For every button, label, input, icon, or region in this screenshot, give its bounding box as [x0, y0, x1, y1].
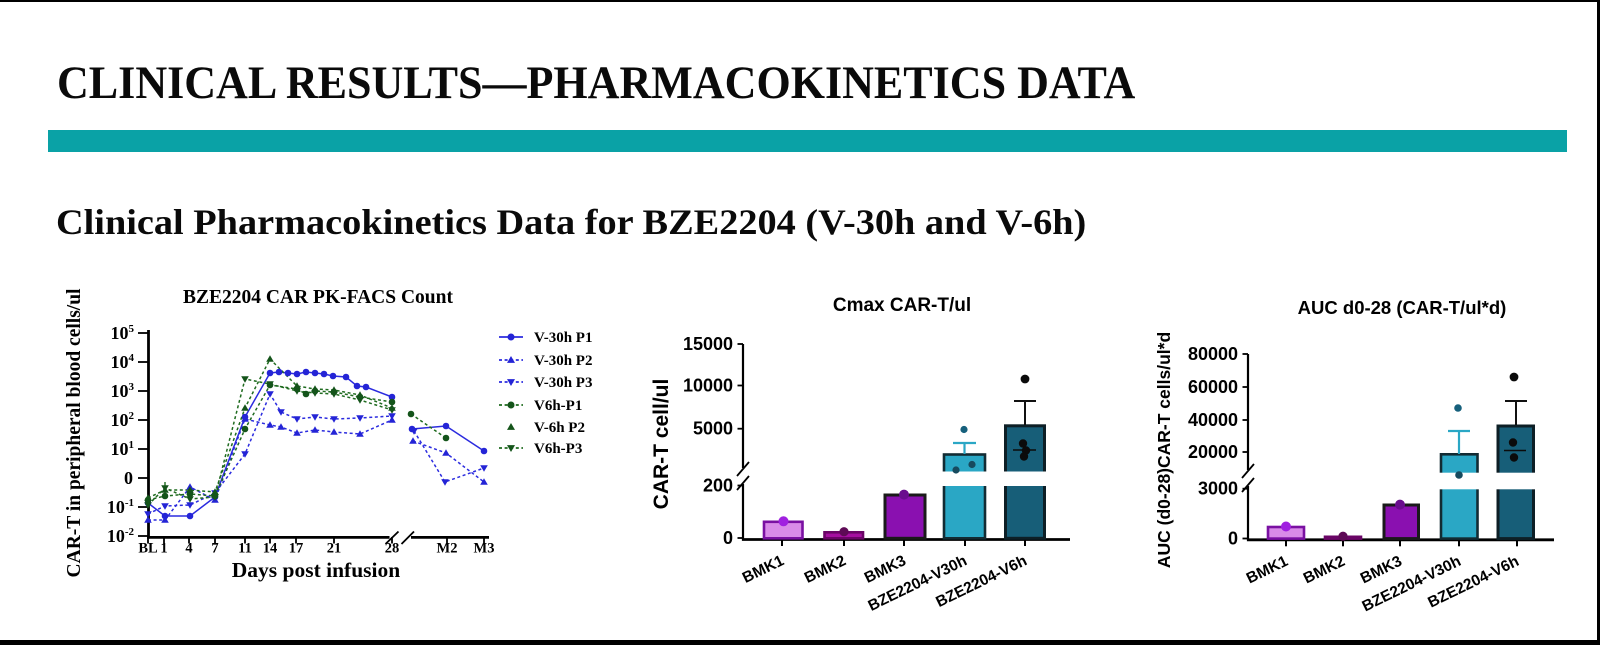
svg-text:5000: 5000 [693, 419, 733, 439]
svg-text:BZE2204 CAR PK-FACS Count: BZE2204 CAR PK-FACS Count [183, 287, 453, 308]
svg-text:M3: M3 [474, 541, 495, 557]
svg-text:10-2: 10-2 [107, 526, 135, 546]
svg-text:BMK1: BMK1 [740, 552, 787, 587]
svg-text:Days post infusion: Days post infusion [232, 558, 401, 582]
svg-text:40000: 40000 [1188, 410, 1238, 430]
svg-text:11: 11 [238, 541, 252, 557]
svg-text:4: 4 [185, 541, 192, 557]
svg-text:V6h-P3: V6h-P3 [534, 441, 582, 457]
svg-text:0: 0 [1228, 529, 1238, 549]
svg-text:1: 1 [160, 541, 167, 557]
svg-text:103: 103 [111, 381, 135, 401]
svg-text:21: 21 [327, 541, 342, 557]
svg-text:BL: BL [138, 541, 158, 557]
svg-text:BMK2: BMK2 [802, 552, 849, 587]
svg-text:0: 0 [723, 528, 733, 548]
svg-text:7: 7 [211, 541, 218, 557]
svg-text:14: 14 [263, 541, 278, 557]
svg-text:AUC (d0-28)CAR-T cells/ul*d: AUC (d0-28)CAR-T cells/ul*d [1154, 332, 1174, 568]
svg-text:60000: 60000 [1188, 377, 1238, 397]
svg-text:10000: 10000 [683, 376, 733, 396]
svg-text:15000: 15000 [683, 334, 733, 354]
svg-text:V-30h P3: V-30h P3 [534, 375, 592, 391]
svg-text:28: 28 [385, 541, 400, 557]
svg-text:BMK1: BMK1 [1244, 553, 1291, 588]
svg-text:102: 102 [111, 410, 135, 430]
svg-text:101: 101 [111, 439, 135, 459]
svg-text:V-30h P1: V-30h P1 [534, 330, 592, 346]
svg-text:M2: M2 [437, 541, 458, 557]
svg-text:17: 17 [289, 541, 304, 557]
svg-text:80000: 80000 [1188, 344, 1238, 364]
svg-text:V-30h P2: V-30h P2 [534, 353, 592, 369]
svg-text:CAR-T cell/ul: CAR-T cell/ul [650, 379, 673, 510]
svg-text:0: 0 [124, 468, 133, 488]
svg-text:V-6h P2: V-6h P2 [534, 420, 585, 436]
svg-text:20000: 20000 [1188, 442, 1238, 462]
svg-text:104: 104 [111, 352, 135, 372]
svg-text:CAR-T in peripheral blood cell: CAR-T in peripheral blood cells/ul [64, 288, 85, 578]
svg-text:BMK2: BMK2 [1301, 553, 1348, 588]
svg-text:200: 200 [703, 476, 733, 496]
svg-text:10-1: 10-1 [107, 497, 134, 517]
svg-text:AUC d0-28 (CAR-T/ul*d): AUC d0-28 (CAR-T/ul*d) [1298, 297, 1507, 318]
svg-text:105: 105 [111, 323, 135, 343]
svg-text:3000: 3000 [1198, 479, 1238, 499]
svg-text:Cmax CAR-T/ul: Cmax CAR-T/ul [833, 295, 971, 316]
svg-text:V6h-P1: V6h-P1 [534, 398, 582, 414]
